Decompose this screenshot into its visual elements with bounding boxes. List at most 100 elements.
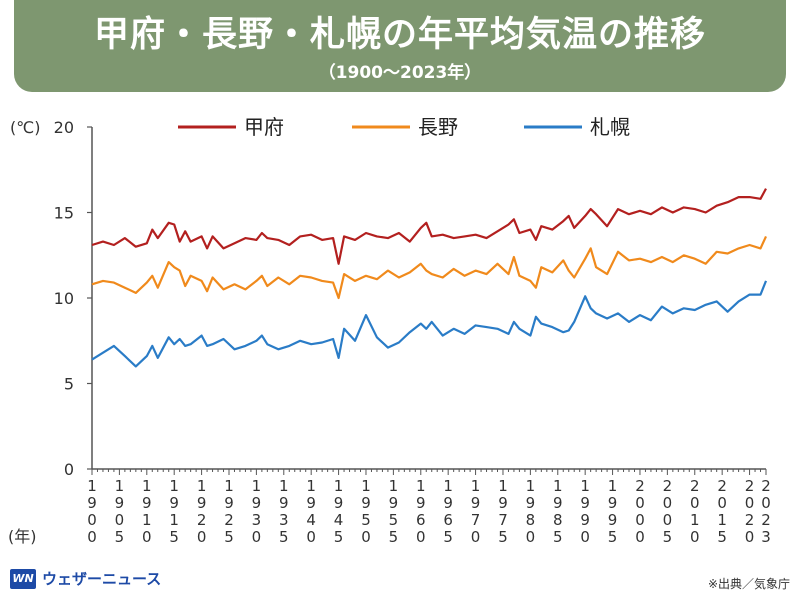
title-banner: 甲府・長野・札幌の年平均気温の推移 （1900～2023年） [14,0,786,92]
x-tick-digit: 9 [471,494,481,512]
x-tick-digit: 1 [252,477,262,495]
x-tick-digit: 9 [608,511,618,529]
series-line-札幌 [91,280,768,368]
x-tick-digit: 4 [306,511,316,529]
legend-label: 札幌 [590,115,630,139]
x-tick-digit: 5 [169,528,179,546]
x-tick-digit: 1 [553,477,563,495]
series-line-長野 [91,235,767,300]
x-tick-digit: 5 [608,528,618,546]
y-tick-label: 10 [54,289,74,308]
x-tick-digit: 0 [306,528,316,546]
tick-labels: 05101520(℃)19001905191019151920192519301… [8,118,771,546]
x-tick-digit: 9 [87,494,97,512]
x-tick-digit: 1 [608,477,618,495]
x-tick-digit: 0 [745,494,755,512]
x-tick-digit: 1 [142,511,152,529]
x-tick-digit: 5 [334,528,344,546]
x-tick-digit: 0 [87,511,97,529]
x-tick-digit: 9 [608,494,618,512]
x-tick-digit: 0 [471,528,481,546]
x-tick-digit: 9 [169,494,179,512]
x-tick-digit: 2 [690,477,700,495]
x-tick-digit: 1 [334,477,344,495]
x-tick-digit: 3 [252,511,262,529]
x-tick-digit: 9 [142,494,152,512]
brand-name: ウェザーニュース [42,570,162,588]
x-tick-digit: 9 [115,494,125,512]
x-tick-digit: 1 [197,477,207,495]
x-tick-digit: 1 [389,477,399,495]
x-tick-digit: 0 [142,528,152,546]
x-tick-digit: 5 [663,528,673,546]
x-tick-digit: 7 [471,511,481,529]
series-group [91,188,768,368]
legend-label: 長野 [418,115,458,139]
y-tick-label: 5 [64,375,74,394]
x-tick-digit: 5 [553,528,563,546]
wn-logo-icon: WN [10,568,36,589]
x-tick-digit: 0 [745,528,755,546]
x-tick-digit: 0 [635,511,645,529]
x-tick-digit: 0 [580,528,590,546]
x-tick-digit: 9 [361,494,371,512]
x-tick-digit: 2 [197,511,207,529]
x-tick-digit: 5 [224,528,234,546]
x-tick-digit: 0 [690,528,700,546]
x-tick-digit: 2 [761,477,771,495]
x-tick-label: 1900 [87,477,97,546]
x-tick-digit: 4 [334,511,344,529]
x-tick-digit: 1 [690,511,700,529]
x-tick-digit: 9 [416,494,426,512]
x-tick-digit: 8 [553,511,563,529]
x-tick-digit: 6 [443,511,453,529]
source-note: ※出典／気象庁 [707,577,790,591]
x-tick-digit: 1 [526,477,536,495]
legend-label: 甲府 [244,115,284,139]
x-tick-digit: 3 [279,511,289,529]
x-tick-digit: 1 [498,477,508,495]
x-tick-digit: 9 [334,494,344,512]
x-tick-digit: 9 [197,494,207,512]
x-tick-digit: 1 [443,477,453,495]
x-tick-digit: 9 [252,494,262,512]
x-tick-digit: 1 [87,477,97,495]
x-tick-digit: 9 [389,494,399,512]
y-tick-label: 20 [54,118,74,137]
x-tick-digit: 0 [416,528,426,546]
x-tick-digit: 2 [745,477,755,495]
x-tick-digit: 1 [471,477,481,495]
x-tick-digit: 5 [443,528,453,546]
x-tick-digit: 1 [361,477,371,495]
x-tick-digit: 0 [252,528,262,546]
x-tick-digit: 2 [224,511,234,529]
x-tick-digit: 0 [197,528,207,546]
x-tick-digit: 9 [526,494,536,512]
x-tick-digit: 9 [224,494,234,512]
x-tick-digit: 9 [553,494,563,512]
x-tick-digit: 1 [224,477,234,495]
x-tick-digit: 5 [115,528,125,546]
x-tick-digit: 5 [389,511,399,529]
x-tick-digit: 5 [717,528,727,546]
series-line-甲府 [91,188,767,265]
x-tick-digit: 9 [580,494,590,512]
x-tick-digit: 5 [389,528,399,546]
x-tick-digit: 1 [306,477,316,495]
x-tick-digit: 8 [526,511,536,529]
x-tick-digit: 0 [361,528,371,546]
